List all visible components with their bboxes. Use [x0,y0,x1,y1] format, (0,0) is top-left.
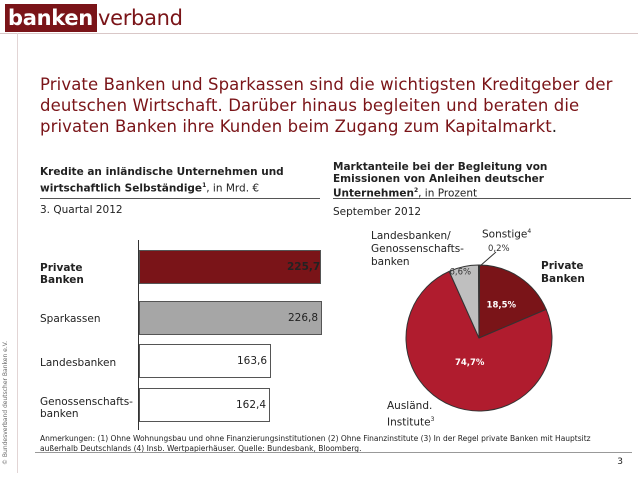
copyright-note: © Bundesverband deutscher Banken e.V. [2,340,9,465]
bar-category-label: Sparkassen [40,313,101,325]
pie-label-auslaend-institute: Ausländ. Institute3 [387,400,447,430]
bar [139,344,271,378]
bankenverband-logo: banken verband [5,4,183,32]
bar [139,250,321,284]
bar-category-label: Landesbanken [40,357,117,369]
logo-part-verband: verband [97,6,183,30]
pie-chart-title-unit: , in Prozent [418,187,478,200]
bar-chart-title-footnote: 1 [202,182,207,189]
pie-value-label: 0,2% [488,244,510,254]
pie-label-sonstige-text: Sonstige [482,228,528,241]
footer-divider [35,452,632,453]
pie-label-auslaend-footnote: 3 [430,416,435,423]
pie-label-auslaend-text: Ausländ. Institute [387,400,433,429]
logo-part-banken: banken [5,4,97,32]
bar-value-label: 225,7 [287,261,321,273]
footnotes: Anmerkungen: (1) Ohne Wohnungsbau und oh… [40,434,591,453]
header-divider [0,33,638,34]
pie-chart-title-divider [333,198,631,199]
bar [139,301,322,335]
pie-slice [478,264,480,339]
pie-label-private-banken: Private Banken [541,260,585,285]
pie-leader-line [479,251,497,267]
headline-text: Private Banken und Sparkassen sind die w… [40,75,613,136]
bar-category-label: Private Banken [40,262,84,286]
pie-chart-title-footnote: 2 [413,187,419,194]
side-divider [17,33,18,473]
pie-label-landesbanken: Landesbanken/ Genossenschafts- banken [371,230,464,268]
pie-label-sonstige: Sonstige4 [482,225,531,242]
pie-chart-date: September 2012 [333,206,422,218]
page-number: 3 [617,457,623,467]
bar-chart-date: 3. Quartal 2012 [40,204,123,216]
pie-slice [448,264,480,339]
bar-value-label: 162,4 [236,399,267,411]
page-headline: Private Banken und Sparkassen sind die w… [40,74,630,137]
pie-chart-title: Marktanteile bei der Begleitung von Emis… [333,161,593,200]
headline-period: . [551,117,558,136]
pie-slice [478,264,547,339]
bar [139,388,270,422]
pie-value-label: 18,5% [487,301,517,311]
bar-category-label: Genossenschafts- banken [40,396,133,420]
pie-value-label: 74,7% [455,358,485,368]
pie-label-sonstige-footnote: 4 [527,228,532,235]
bar-value-label: 163,6 [237,355,268,367]
bar-value-label: 226,8 [288,312,319,324]
pie-value-label: 6,6% [449,268,471,278]
bar-chart-axis [138,240,139,430]
bar-chart-title-main: Kredite an inländische Unternehmen und w… [40,166,284,195]
pie-chart-title-main: Marktanteile bei der Begleitung von Emis… [333,161,548,200]
bar-chart-title-unit: , in Mrd. € [206,182,260,195]
bar-chart-title-divider [40,198,320,199]
bar-chart-title: Kredite an inländische Unternehmen und w… [40,166,310,196]
pie-slice [405,270,553,412]
